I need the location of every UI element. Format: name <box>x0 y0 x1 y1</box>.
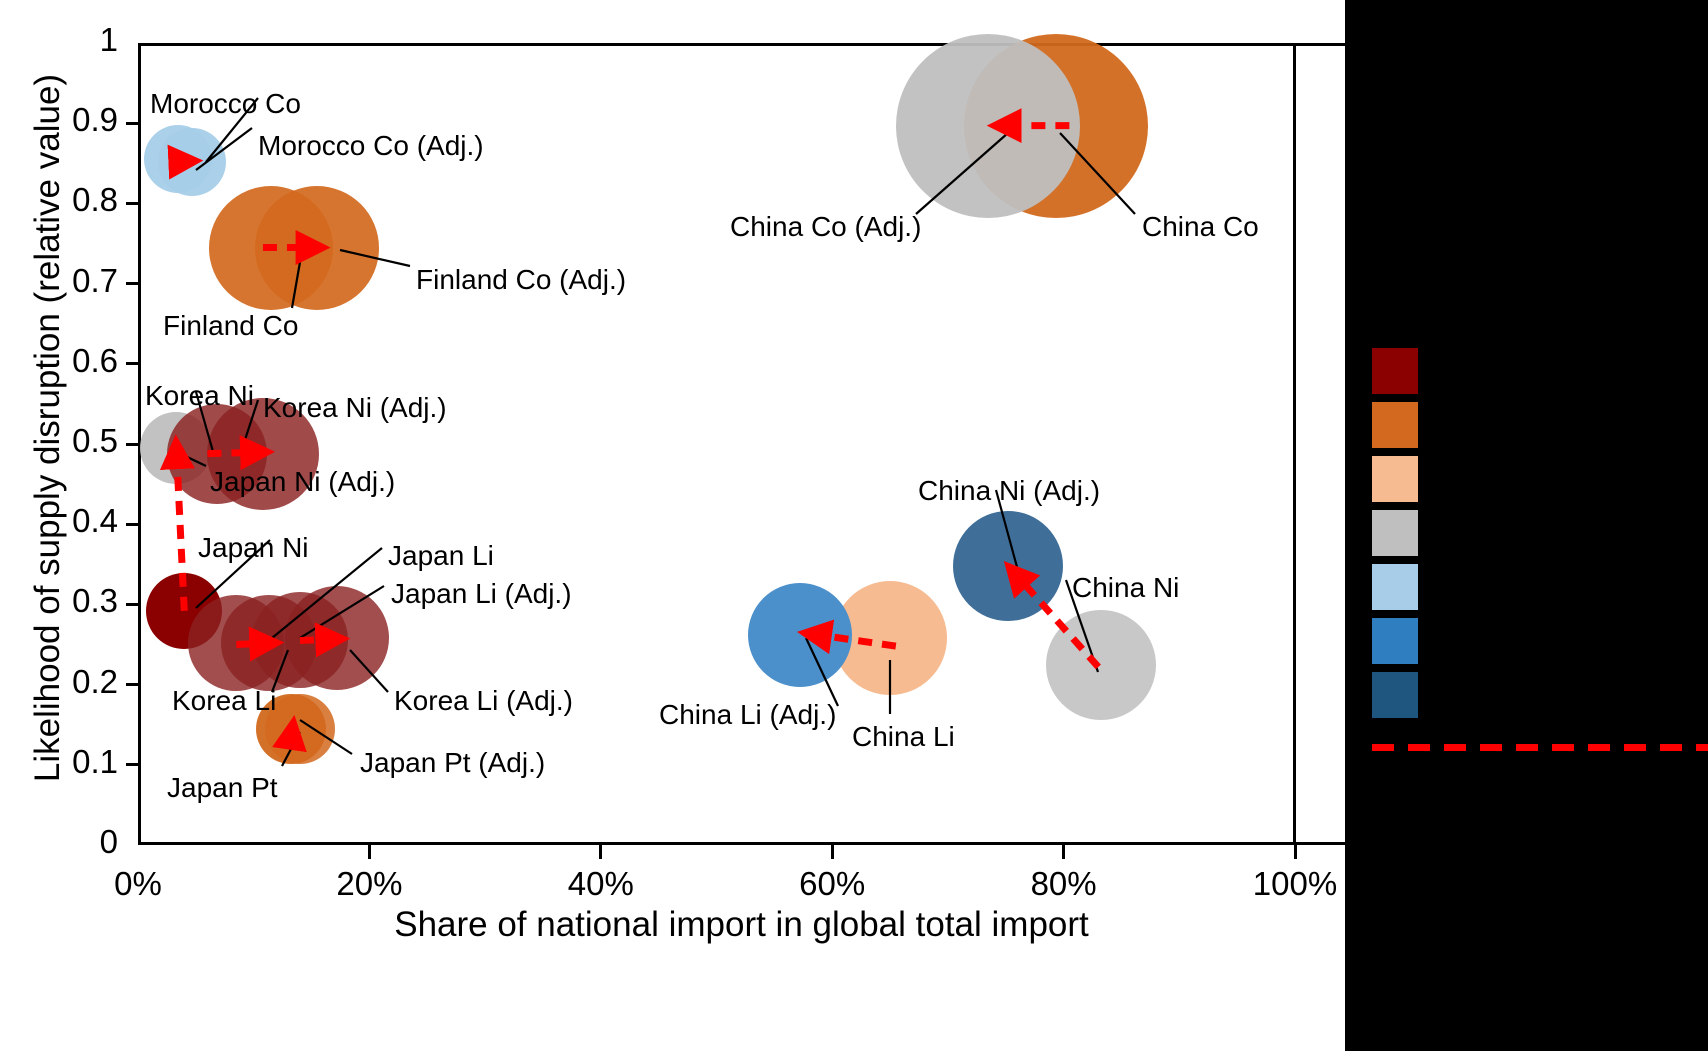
bubble-point[interactable] <box>158 127 227 196</box>
point-label: Japan Pt <box>167 772 278 803</box>
point-label: Morocco Co <box>150 88 301 119</box>
bubble-point[interactable] <box>953 510 1064 621</box>
point-label: China Li <box>852 721 955 752</box>
point-label: Finland Co (Adj.) <box>416 264 627 295</box>
point-label: Korea Ni <box>145 380 254 411</box>
y-tick-mark <box>126 201 140 205</box>
y-tick-mark <box>126 121 140 125</box>
point-label: Finland Co <box>163 310 299 341</box>
dark-blue-swatch <box>1372 672 1418 718</box>
point-label: China Ni (Adj.) <box>918 475 1101 506</box>
point-label: Korea Ni (Adj.) <box>263 392 447 423</box>
y-tick-label: 0.4 <box>72 502 118 540</box>
legend-panel <box>1345 0 1708 1051</box>
x-tick-label: 80% <box>1030 865 1097 902</box>
y-tick-mark <box>126 522 140 526</box>
bubble-point[interactable] <box>255 185 380 310</box>
point-label: Japan Li <box>388 540 494 571</box>
orange-swatch <box>1372 402 1418 448</box>
x-tick-mark <box>367 845 371 859</box>
light-blue-swatch <box>1372 564 1418 610</box>
x-tick-mark <box>1062 845 1066 859</box>
legend-dashed-line-sample <box>1372 744 1708 751</box>
point-label: China Ni <box>1072 572 1180 603</box>
point-label: Japan Ni (Adj.) <box>210 466 396 497</box>
x-tick-mark <box>830 845 834 859</box>
medium-blue-swatch <box>1372 618 1418 664</box>
y-tick-label: 0.1 <box>72 742 118 780</box>
point-label: Morocco Co (Adj.) <box>258 130 484 161</box>
plot-right-border <box>1293 43 1296 845</box>
y-tick-label: 0.6 <box>72 341 118 379</box>
y-tick-label: 0.7 <box>72 261 118 299</box>
gray-swatch <box>1372 510 1418 556</box>
bubble-point[interactable] <box>896 33 1081 218</box>
bubble-point[interactable] <box>1045 609 1156 720</box>
point-label: China Li (Adj.) <box>659 699 837 730</box>
point-label: Japan Li (Adj.) <box>391 578 572 609</box>
y-tick-label: 0.5 <box>72 422 118 459</box>
bubble-point[interactable] <box>285 586 389 691</box>
point-label: China Co (Adj.) <box>730 211 922 242</box>
x-tick-label: 60% <box>799 865 866 902</box>
point-label: Japan Ni <box>198 532 309 563</box>
x-tick-label: 100% <box>1252 865 1338 902</box>
chart-panel: Likelihood of supply disruption (relativ… <box>28 21 1345 944</box>
x-axis-title: Share of national import in global total… <box>394 905 1089 944</box>
light-orange-swatch <box>1372 456 1418 502</box>
y-tick-mark <box>126 683 140 687</box>
point-label: Korea Li <box>172 685 277 716</box>
y-tick-mark <box>126 763 140 767</box>
y-tick-mark <box>126 442 140 446</box>
y-tick-label: 1 <box>99 21 118 58</box>
bubble-point[interactable] <box>747 582 852 687</box>
y-tick-mark <box>126 282 140 286</box>
x-tick-label: 20% <box>336 865 403 902</box>
dark-red-swatch <box>1372 348 1418 394</box>
y-tick-label: 0 <box>99 823 118 860</box>
y-tick-mark <box>126 362 140 366</box>
point-label: China Co <box>1142 211 1259 242</box>
y-tick-label: 0.9 <box>72 101 118 139</box>
point-label: Korea Li (Adj.) <box>394 685 573 716</box>
x-tick-mark <box>599 845 603 859</box>
y-tick-label: 0.3 <box>72 582 118 620</box>
y-tick-label: 0.2 <box>72 662 118 700</box>
y-tick-mark <box>126 602 140 606</box>
x-tick-mark <box>1293 845 1297 859</box>
x-tick-label: 40% <box>567 865 634 902</box>
point-label: Japan Pt (Adj.) <box>360 747 546 778</box>
x-tick-label: 0% <box>114 865 162 902</box>
y-tick-label: 0.8 <box>72 181 118 219</box>
